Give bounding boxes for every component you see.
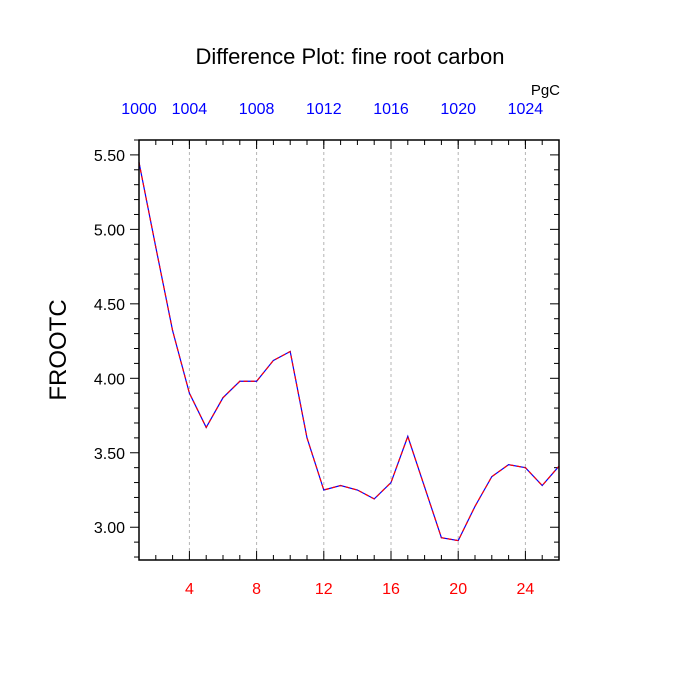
top-x-tick-label: 1008 <box>239 101 275 118</box>
series-point <box>340 484 342 487</box>
top-x-tick-label: 1024 <box>508 101 544 118</box>
x-tick-label: 24 <box>517 581 535 598</box>
series-line-dashes <box>138 162 560 542</box>
series-point <box>205 426 207 429</box>
series-point <box>508 464 510 466</box>
series-point <box>239 380 241 382</box>
y-tick-label: 5.50 <box>94 148 125 165</box>
series-point <box>323 489 325 491</box>
top-x-tick-label: 1016 <box>373 101 409 118</box>
plot-frame <box>138 139 560 561</box>
series-point <box>440 537 442 539</box>
series-point <box>424 486 426 488</box>
top-x-tick-label: 1004 <box>172 101 208 118</box>
units-label: PgC <box>531 82 560 99</box>
y-tick-label: 3.50 <box>94 446 125 463</box>
y-tick-label: 5.00 <box>94 222 125 239</box>
series-point <box>188 392 190 394</box>
series-point <box>272 359 274 362</box>
series-point <box>155 246 157 248</box>
y-axis-label: FROOTC <box>45 299 72 400</box>
series-point <box>457 540 459 542</box>
y-tick-label: 4.00 <box>94 371 125 388</box>
series-point <box>491 475 493 478</box>
series-point <box>474 505 476 507</box>
x-tick-label: 16 <box>382 581 400 598</box>
x-tick-label: 4 <box>185 581 194 598</box>
series-point <box>541 484 543 487</box>
series-point <box>390 481 392 484</box>
x-tick-label: 12 <box>315 581 333 598</box>
series-point <box>289 350 291 353</box>
axis-layer: 4 8 12 16 20 24 1000 1004 1008 1012 1016 1020 1024 3.… <box>94 101 560 598</box>
top-x-tick-label: 1012 <box>306 101 342 118</box>
series-point <box>172 330 174 332</box>
x-tick-label: 8 <box>252 581 261 598</box>
y-tick-label: 4.50 <box>94 297 125 314</box>
y-tick-label: 3.00 <box>94 520 125 537</box>
series-point <box>222 397 224 399</box>
series-point <box>256 380 258 382</box>
series-point <box>373 498 375 500</box>
top-x-tick-label: 1020 <box>440 101 476 118</box>
series-point <box>306 437 308 439</box>
chart-title: Difference Plot: fine root carbon <box>196 44 505 69</box>
top-x-tick-label: 1000 <box>121 101 157 118</box>
series-point <box>524 467 527 469</box>
series-layer <box>138 161 560 542</box>
x-tick-label: 20 <box>449 581 467 598</box>
series-point <box>407 435 409 437</box>
series-point <box>356 489 358 491</box>
